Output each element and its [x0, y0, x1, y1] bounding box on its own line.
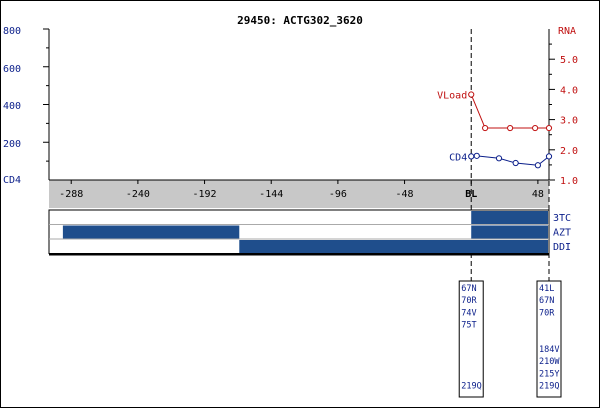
- mutation-panel: [536, 280, 562, 398]
- x-axis-tick-label: -288: [59, 189, 83, 200]
- mutation-panel: [458, 280, 484, 398]
- x-axis-tick-label: -48: [396, 189, 414, 200]
- x-axis-tick-label: -96: [329, 189, 347, 200]
- right-axis-title: RNA: [558, 26, 576, 37]
- mutation-label: 41L: [539, 284, 554, 294]
- mutation-label: 67N: [539, 296, 554, 306]
- mutation-label: 70R: [461, 296, 477, 306]
- left-axis-title: CD4: [3, 175, 21, 186]
- data-point-vload: [507, 124, 514, 132]
- data-point-vload: [468, 91, 475, 98]
- drug-label: DDI: [553, 242, 571, 253]
- right-axis-tick-label: 5.0: [560, 55, 578, 66]
- mutation-label: 67N: [461, 284, 476, 294]
- x-axis-band: [49, 180, 549, 208]
- drug-period-bar: [471, 211, 548, 224]
- series-label: CD4: [449, 152, 467, 163]
- x-axis-tick-label: 48: [532, 189, 544, 200]
- data-point-cd4: [495, 155, 503, 162]
- drug-period-bar: [471, 225, 548, 239]
- data-point-cd4: [468, 153, 475, 160]
- mutation-label: 74V: [461, 308, 476, 318]
- x-axis-tick-label: -240: [126, 189, 150, 200]
- right-axis-tick-label: 1.0: [560, 176, 578, 187]
- mutation-label: 184V: [539, 345, 559, 355]
- mutation-label: 70R: [539, 308, 555, 318]
- mutation-label: 210W: [539, 357, 560, 367]
- left-axis-tick-label: 200: [3, 139, 21, 150]
- mutation-label: 219Q: [539, 382, 559, 392]
- data-point-cd4: [534, 162, 541, 169]
- drug-label: AZT: [553, 228, 571, 239]
- x-axis-tick-label: -144: [259, 189, 283, 200]
- series-label: VLoad: [437, 91, 467, 102]
- mutation-label: 219Q: [461, 382, 481, 392]
- drug-label: 3TC: [553, 213, 571, 224]
- plot-area: 800 600 400 200 CD4 RNA: [3, 26, 576, 208]
- mutation-label: 75T: [461, 321, 476, 331]
- x-axis-tick-label: -192: [193, 189, 217, 200]
- chart-title: 29450: ACTG302_3620: [237, 14, 363, 27]
- series-line-vload: [470, 94, 549, 129]
- data-point-cd4: [545, 153, 553, 160]
- data-point-cd4: [473, 152, 480, 159]
- right-axis-tick-label: 2.0: [560, 146, 578, 157]
- right-axis-tick-label: 4.0: [560, 85, 578, 96]
- drug-period-bar: [239, 240, 548, 253]
- left-axis-tick-label: 400: [3, 101, 21, 112]
- x-axis-tick-label: BL: [465, 189, 477, 200]
- data-point-vload: [545, 124, 553, 132]
- mutation-label: 215Y: [539, 369, 559, 379]
- left-axis-tick-label: 800: [3, 26, 21, 37]
- data-point-vload: [482, 124, 489, 132]
- data-point-vload: [532, 124, 539, 132]
- right-axis-tick-label: 3.0: [560, 116, 578, 127]
- left-axis-tick-label: 600: [3, 64, 21, 75]
- drug-period-bar: [62, 225, 240, 239]
- data-point-cd4: [512, 159, 519, 167]
